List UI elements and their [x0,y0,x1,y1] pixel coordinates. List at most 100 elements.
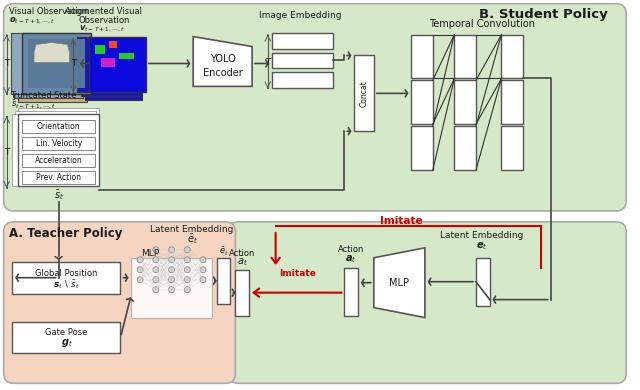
Bar [81,41,138,96]
Bar [12,321,120,353]
Bar [101,58,115,67]
Text: Acceleration: Acceleration [35,156,83,165]
Text: $\boldsymbol{s}_t \setminus \boldsymbol{\bar{s}}_t$: $\boldsymbol{s}_t \setminus \boldsymbol{… [53,278,80,291]
Circle shape [184,267,190,273]
Text: $\boldsymbol{e}_t$: $\boldsymbol{e}_t$ [476,240,488,252]
Circle shape [184,277,190,283]
Text: $\boldsymbol{\bar{a}}_t$: $\boldsymbol{\bar{a}}_t$ [237,254,248,268]
Text: $\boldsymbol{g}_t$: $\boldsymbol{g}_t$ [61,337,72,349]
Bar [344,268,358,316]
Text: Lin. Velocity: Lin. Velocity [35,139,82,148]
Circle shape [184,247,190,253]
Text: MLP: MLP [141,249,159,258]
Text: T: T [265,58,271,67]
Bar [411,126,433,170]
Text: Orientation: Orientation [37,122,81,131]
Bar [217,258,230,303]
Circle shape [137,277,143,283]
Text: Augmented Visual: Augmented Visual [65,7,142,16]
Bar [12,114,93,186]
Bar [109,41,116,48]
Circle shape [153,267,159,273]
Circle shape [137,267,143,273]
Circle shape [153,277,159,283]
Text: Action: Action [229,249,255,258]
Bar [272,53,333,69]
Circle shape [153,257,159,263]
Bar [22,154,95,167]
Bar [476,258,490,306]
Circle shape [168,287,175,292]
Circle shape [200,267,206,273]
Circle shape [184,287,190,292]
Bar [15,111,96,183]
Bar [15,37,83,98]
Circle shape [200,257,206,263]
Bar [22,171,95,184]
Bar [28,39,85,89]
Bar [118,53,134,60]
Bar [22,137,95,150]
FancyBboxPatch shape [4,4,626,211]
Text: $\boldsymbol{\bar{e}}_t$: $\boldsymbol{\bar{e}}_t$ [187,232,198,246]
Bar [454,35,476,78]
Circle shape [168,257,175,263]
Text: $\boldsymbol{\bar{s}}_t$: $\boldsymbol{\bar{s}}_t$ [54,188,63,202]
Text: Gate Pose: Gate Pose [45,328,88,337]
Circle shape [153,287,159,292]
Bar [454,80,476,124]
Text: T: T [4,148,9,157]
Text: Latent Embedding: Latent Embedding [150,225,234,234]
Text: Imitate: Imitate [380,216,422,226]
Bar [19,114,99,186]
Bar [236,270,249,316]
Text: T: T [70,59,76,68]
Circle shape [184,257,190,263]
Text: A. Teacher Policy: A. Teacher Policy [8,227,122,240]
Polygon shape [374,248,425,317]
FancyBboxPatch shape [228,222,626,383]
Text: Prev. Action: Prev. Action [36,173,81,182]
Bar [89,37,146,92]
Bar [19,108,99,180]
Polygon shape [34,43,69,62]
Bar [22,120,95,133]
Circle shape [168,277,175,283]
Bar [95,44,105,53]
Text: T: T [4,59,9,68]
Text: MLP: MLP [389,278,410,288]
Text: Temporal Convolution: Temporal Convolution [429,19,535,28]
Text: Action: Action [338,245,364,254]
Circle shape [153,247,159,253]
Text: $\boldsymbol{a}_t$: $\boldsymbol{a}_t$ [346,253,357,264]
Text: $\boldsymbol{\bar{s}}_{t-T+1,\cdots,t}$: $\boldsymbol{\bar{s}}_{t-T+1,\cdots,t}$ [10,99,55,111]
Text: $\boldsymbol{v}_{t-T+1,\cdots,t}$: $\boldsymbol{v}_{t-T+1,\cdots,t}$ [79,24,125,34]
Text: B. Student Policy: B. Student Policy [479,8,607,21]
Circle shape [137,257,143,263]
Bar [502,80,523,124]
Text: YOLO
Encoder: YOLO Encoder [203,55,243,78]
Bar [454,126,476,170]
Text: $\boldsymbol{o}_{t-T+1,\cdots,t}$: $\boldsymbol{o}_{t-T+1,\cdots,t}$ [8,16,55,27]
Bar [411,35,433,78]
Bar [354,55,374,131]
Text: Latent Embedding: Latent Embedding [440,231,524,240]
Bar [10,33,79,94]
Bar [272,33,333,48]
Bar [22,33,91,94]
Bar [502,35,523,78]
Bar [131,258,212,317]
Circle shape [168,247,175,253]
Circle shape [168,267,175,273]
Text: Concat: Concat [360,80,369,107]
Bar [12,262,120,294]
Polygon shape [193,37,252,87]
Bar [502,126,523,170]
Bar [411,80,433,124]
Text: Imitate: Imitate [279,269,316,278]
Text: Truncated State: Truncated State [10,91,77,100]
Text: Observation: Observation [78,16,129,25]
Bar [85,44,142,100]
Circle shape [200,277,206,283]
Text: $\boldsymbol{\bar{e}}_t$: $\boldsymbol{\bar{e}}_t$ [219,246,228,258]
